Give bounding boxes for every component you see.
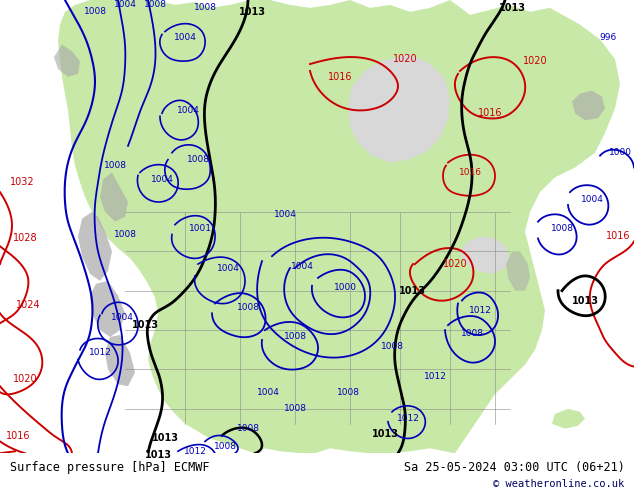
Text: 1008: 1008 xyxy=(186,155,209,164)
Text: 1016: 1016 xyxy=(328,72,353,82)
Text: © weatheronline.co.uk: © weatheronline.co.uk xyxy=(493,480,624,490)
Text: 1016: 1016 xyxy=(605,231,630,242)
Text: 1008: 1008 xyxy=(113,230,136,239)
Text: 1008: 1008 xyxy=(337,388,359,397)
Polygon shape xyxy=(506,251,530,291)
Text: 1008: 1008 xyxy=(550,224,574,233)
Text: 1013: 1013 xyxy=(131,320,158,330)
Text: 1004: 1004 xyxy=(273,210,297,220)
Polygon shape xyxy=(58,0,620,453)
Text: 1012: 1012 xyxy=(89,348,112,357)
Text: 1008: 1008 xyxy=(214,442,236,451)
Text: 1008: 1008 xyxy=(283,333,306,342)
Text: 1032: 1032 xyxy=(10,177,34,187)
Text: 1013: 1013 xyxy=(571,295,598,306)
Text: 1024: 1024 xyxy=(16,300,41,311)
Text: Surface pressure [hPa] ECMWF: Surface pressure [hPa] ECMWF xyxy=(10,461,209,474)
Polygon shape xyxy=(78,212,112,281)
Text: 1004: 1004 xyxy=(217,264,240,272)
Text: 1001: 1001 xyxy=(188,224,212,233)
Text: 1004: 1004 xyxy=(174,33,197,42)
Text: 1013: 1013 xyxy=(145,450,172,460)
Text: 1004: 1004 xyxy=(150,175,174,184)
Text: 1008: 1008 xyxy=(236,424,259,433)
Text: 1004: 1004 xyxy=(110,313,133,322)
Text: 1008: 1008 xyxy=(84,7,107,16)
Text: 1016: 1016 xyxy=(6,431,30,441)
Text: 1012: 1012 xyxy=(396,414,420,423)
Text: 1013: 1013 xyxy=(498,3,526,13)
Polygon shape xyxy=(552,409,585,429)
Text: 1004: 1004 xyxy=(113,0,136,9)
Polygon shape xyxy=(572,91,605,120)
Text: 1020: 1020 xyxy=(13,374,37,384)
Text: Sa 25-05-2024 03:00 UTC (06+21): Sa 25-05-2024 03:00 UTC (06+21) xyxy=(404,461,624,474)
Text: 1004: 1004 xyxy=(257,388,280,397)
Text: 1000: 1000 xyxy=(609,148,631,157)
Text: 1008: 1008 xyxy=(193,3,216,12)
Polygon shape xyxy=(105,335,135,386)
Text: 1008: 1008 xyxy=(103,161,127,170)
Polygon shape xyxy=(460,237,510,274)
Text: 1012: 1012 xyxy=(424,372,446,381)
Text: 996: 996 xyxy=(599,33,617,42)
Polygon shape xyxy=(348,54,450,163)
Text: 1016: 1016 xyxy=(478,108,502,118)
Text: 1008: 1008 xyxy=(143,0,167,9)
Text: 1012: 1012 xyxy=(184,447,207,456)
Polygon shape xyxy=(90,281,125,337)
Text: 1008: 1008 xyxy=(380,343,403,351)
Text: 1008: 1008 xyxy=(236,303,259,312)
Text: 1028: 1028 xyxy=(13,233,37,244)
Text: 1016: 1016 xyxy=(458,168,481,177)
Text: 1008: 1008 xyxy=(283,404,306,414)
Text: 1004: 1004 xyxy=(581,195,604,203)
Text: 1008: 1008 xyxy=(460,328,484,338)
Polygon shape xyxy=(100,172,128,221)
Text: 1013: 1013 xyxy=(152,434,179,443)
Text: 1000: 1000 xyxy=(333,283,356,292)
Text: 1012: 1012 xyxy=(469,306,491,315)
Text: 1020: 1020 xyxy=(522,56,547,66)
Text: 1013: 1013 xyxy=(399,286,425,295)
Text: 1004: 1004 xyxy=(290,262,313,270)
Text: 1020: 1020 xyxy=(443,259,467,269)
Text: 1020: 1020 xyxy=(392,54,417,64)
Text: 1004: 1004 xyxy=(176,106,200,115)
Text: 1013: 1013 xyxy=(372,429,399,439)
Polygon shape xyxy=(54,44,80,77)
Text: 1013: 1013 xyxy=(238,7,266,17)
